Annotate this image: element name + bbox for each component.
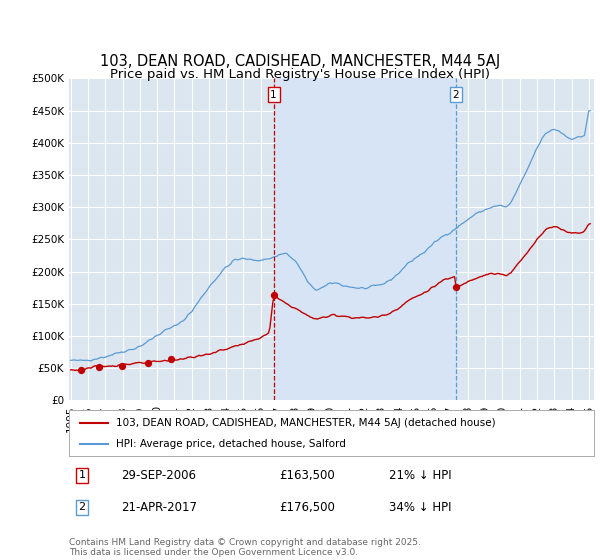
Point: [269, 291, 278, 300]
Text: 2: 2: [79, 502, 86, 512]
Point: [77, 366, 86, 375]
Text: £176,500: £176,500: [279, 501, 335, 514]
Text: 103, DEAN ROAD, CADISHEAD, MANCHESTER, M44 5AJ (detached house): 103, DEAN ROAD, CADISHEAD, MANCHESTER, M…: [116, 418, 496, 428]
Text: £163,500: £163,500: [279, 469, 335, 482]
Text: 21-APR-2017: 21-APR-2017: [121, 501, 197, 514]
Text: 29-SEP-2006: 29-SEP-2006: [121, 469, 197, 482]
Point: [143, 358, 152, 367]
Text: 1: 1: [270, 90, 277, 100]
Point: [117, 361, 127, 370]
Point: [94, 362, 104, 371]
Text: 1: 1: [79, 470, 86, 480]
Text: Contains HM Land Registry data © Crown copyright and database right 2025.
This d: Contains HM Land Registry data © Crown c…: [69, 538, 421, 557]
Point: [451, 282, 461, 291]
Text: 103, DEAN ROAD, CADISHEAD, MANCHESTER, M44 5AJ: 103, DEAN ROAD, CADISHEAD, MANCHESTER, M…: [100, 54, 500, 69]
Bar: [274, 78, 456, 400]
Text: 2: 2: [452, 90, 459, 100]
Text: 21% ↓ HPI: 21% ↓ HPI: [389, 469, 452, 482]
Text: HPI: Average price, detached house, Salford: HPI: Average price, detached house, Salf…: [116, 438, 346, 449]
Point: [166, 354, 176, 363]
Text: Price paid vs. HM Land Registry's House Price Index (HPI): Price paid vs. HM Land Registry's House …: [110, 68, 490, 81]
Text: 34% ↓ HPI: 34% ↓ HPI: [389, 501, 452, 514]
